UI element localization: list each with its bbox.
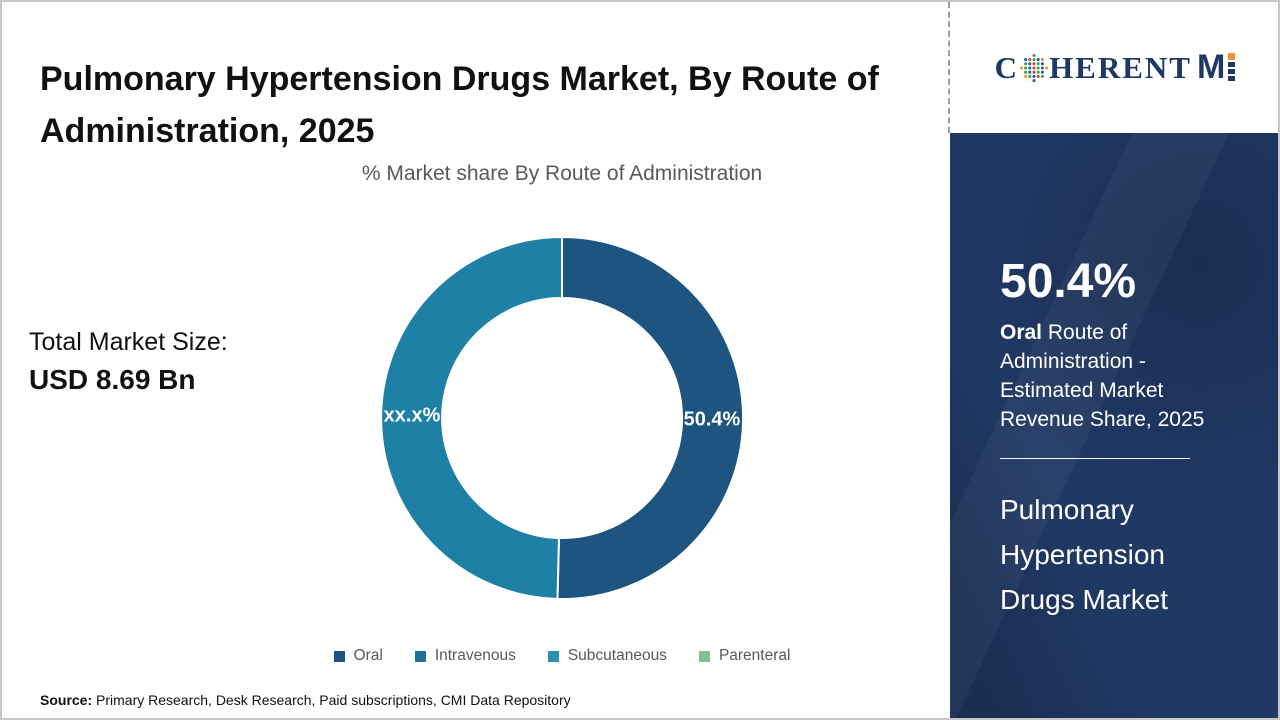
source-label: Source: — [40, 692, 93, 708]
sidebar-divider-line — [1000, 458, 1190, 459]
logo-letter-m: M — [1196, 48, 1226, 86]
logo-segmented-i-icon — [1228, 53, 1236, 81]
logo-letter-c: C — [994, 49, 1020, 85]
legend-swatch-icon — [547, 650, 559, 662]
total-market-label: Total Market Size: — [29, 328, 228, 356]
slice-label-1: xx.x% — [383, 404, 441, 427]
logo-lockup: C HERENT M — [995, 48, 1236, 87]
logo-i-segment — [1228, 62, 1236, 67]
donut-chart: 50.4% xx.x% — [371, 227, 753, 609]
legend-swatch-icon — [333, 650, 345, 662]
sidebar-stat-description: Oral Route of Administration - Estimated… — [1000, 318, 1218, 434]
logo-i-segment — [1228, 76, 1236, 81]
legend-swatch-icon — [698, 650, 710, 662]
sidebar-market-name: Pulmonary Hypertension Drugs Market — [1000, 494, 1169, 615]
dashed-divider — [948, 2, 950, 133]
legend-label: Subcutaneous — [567, 647, 667, 664]
coherent-globe-icon — [1020, 53, 1049, 82]
sidebar-stat-segment: Oral — [1000, 321, 1043, 344]
legend-label: Parenteral — [718, 647, 791, 664]
legend-label: Oral — [353, 647, 383, 664]
sidebar-stat-rest: Route of Administration - Estimated Mark… — [1000, 321, 1205, 431]
chart-legend: Oral Intravenous Subcutaneous Parenteral — [182, 647, 942, 665]
total-market-size: Total Market Size: USD 8.69 Bn — [29, 328, 228, 396]
legend-item-parenteral: Parenteral — [698, 647, 791, 665]
source-note: Source: Primary Research, Desk Research,… — [40, 692, 571, 708]
donut-slice-1 — [380, 235, 563, 600]
source-text: Primary Research, Desk Research, Paid su… — [92, 692, 571, 708]
chart-title: % Market share By Route of Administratio… — [361, 162, 763, 185]
total-market-value: USD 8.69 Bn — [29, 364, 196, 395]
sidebar-stat-value: 50.4% — [1000, 255, 1137, 308]
donut-slice-0 — [556, 235, 745, 600]
page-title: Pulmonary Hypertension Drugs Market, By … — [40, 59, 879, 150]
legend-label: Intravenous — [434, 647, 516, 664]
legend-item-subcutaneous: Subcutaneous — [547, 647, 667, 665]
legend-swatch-icon — [414, 650, 426, 662]
legend-item-oral: Oral — [333, 647, 383, 665]
legend-item-intravenous: Intravenous — [414, 647, 516, 665]
logo-i-segment — [1228, 69, 1236, 74]
sidebar: 50.4% Oral Route of Administration - Est… — [950, 133, 1278, 718]
coherentmi-logo: C HERENT M — [950, 2, 1278, 133]
logo-i-segment — [1228, 53, 1236, 60]
slice-label-0: 50.4% — [683, 408, 741, 431]
logo-letters-herent: HERENT — [1049, 49, 1192, 85]
donut-svg — [380, 235, 745, 600]
